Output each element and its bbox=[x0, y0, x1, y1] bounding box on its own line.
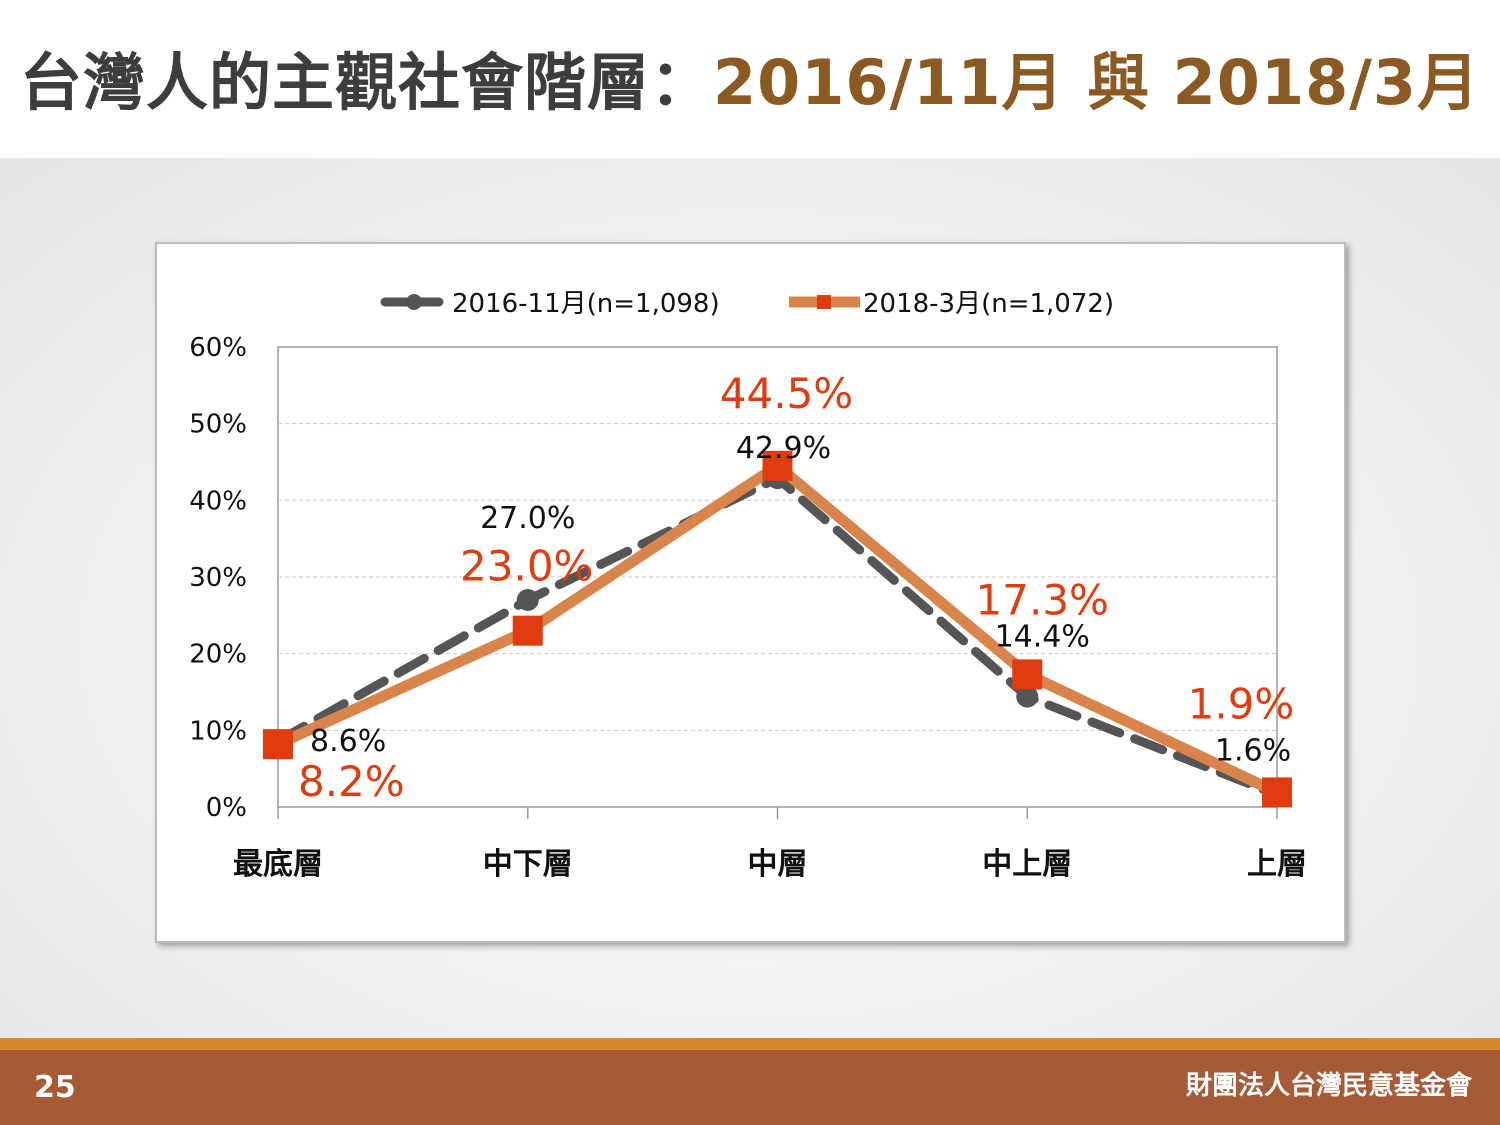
y-tick-label: 10% bbox=[189, 716, 247, 746]
footer: 25 財團法人台灣民意基金會 bbox=[0, 1050, 1500, 1125]
series-2016-data-label: 27.0% bbox=[480, 501, 575, 536]
legend-2018-label: 2018-3月(n=1,072) bbox=[863, 289, 1114, 319]
x-category-label: 上層 bbox=[1247, 847, 1307, 882]
line-chart: 0% 10% 20% 30% 40% 50% 60% 最底層 中下層 中層 中上層 上層 8.6% 27.… bbox=[189, 289, 1307, 882]
legend-2018-marker bbox=[817, 295, 831, 309]
series-2018-data-label: 8.2% bbox=[298, 757, 405, 806]
y-tick-label: 30% bbox=[189, 563, 247, 593]
slide-title: 台灣人的主觀社會階層：2016/11月 與 2018/3月 bbox=[20, 38, 1480, 128]
series-2018-data-label: 17.3% bbox=[976, 575, 1109, 624]
page-number: 25 bbox=[34, 1070, 76, 1105]
y-tick-label: 20% bbox=[189, 640, 247, 670]
series-2018-point bbox=[512, 615, 543, 646]
y-tick-label: 60% bbox=[189, 333, 247, 363]
x-category-label: 中層 bbox=[748, 847, 808, 882]
y-tick-label: 40% bbox=[189, 486, 247, 516]
slide-title-main: 台灣人的主觀社會階層： bbox=[20, 46, 714, 119]
series-2018-point bbox=[1262, 777, 1292, 808]
x-category-label: 中上層 bbox=[982, 847, 1072, 882]
footer-stripe bbox=[0, 1038, 1500, 1050]
series-2016-point bbox=[1016, 685, 1039, 708]
slide-title-accent: 2016/11月 與 2018/3月 bbox=[713, 46, 1481, 119]
series-2016-data-label: 42.9% bbox=[736, 431, 831, 466]
y-tick-label: 50% bbox=[189, 410, 247, 440]
series-2018-point bbox=[263, 729, 293, 760]
x-category-label: 中下層 bbox=[483, 847, 573, 882]
series-2018-point bbox=[1012, 659, 1043, 690]
x-category-label: 最底層 bbox=[233, 847, 323, 882]
legend-2016-label: 2016-11月(n=1,098) bbox=[452, 289, 720, 319]
series-2018-line bbox=[275, 460, 1280, 798]
y-tick-label: 0% bbox=[206, 793, 247, 823]
series-2018-data-label: 1.9% bbox=[1188, 679, 1295, 728]
title-bar: 台灣人的主觀社會階層：2016/11月 與 2018/3月 bbox=[0, 0, 1500, 158]
series-2018-data-label: 44.5% bbox=[720, 369, 853, 418]
series-2016-data-label: 14.4% bbox=[995, 620, 1090, 655]
series-2016-point bbox=[516, 589, 539, 611]
organization-name: 財團法人台灣民意基金會 bbox=[1185, 1071, 1472, 1101]
series-2018-point bbox=[762, 450, 793, 481]
series-2016-data-label: 8.6% bbox=[310, 724, 386, 759]
series-2018-data-label: 23.0% bbox=[460, 542, 593, 591]
series-2016-line bbox=[273, 473, 1282, 800]
series-2016-data-label: 1.6% bbox=[1215, 734, 1291, 769]
legend-2016-marker bbox=[406, 294, 422, 310]
chart-panel: 0% 10% 20% 30% 40% 50% 60% 最底層 中下層 中層 中上層 上層 8.6% 27.… bbox=[155, 242, 1346, 943]
